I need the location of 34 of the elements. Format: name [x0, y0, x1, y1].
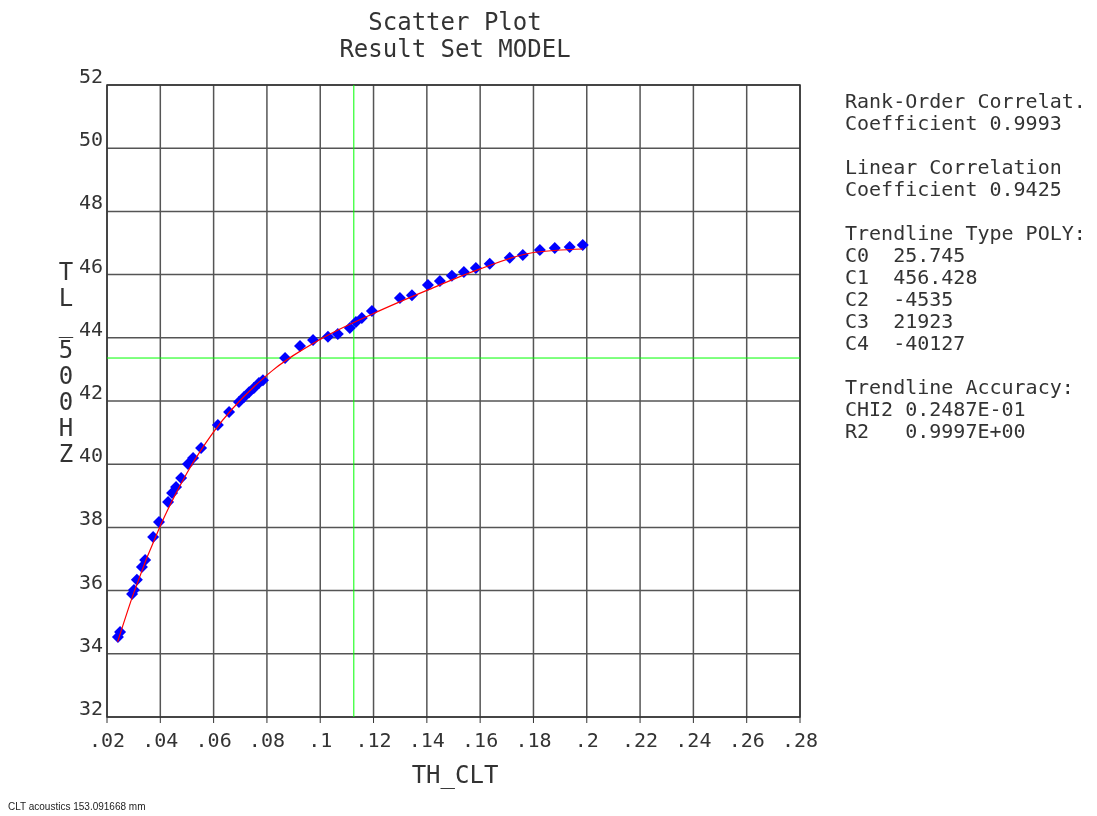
- y-tick-label: 34: [78, 632, 103, 657]
- text: Trendline Type POLY: C0 25.745 C1 456.428 C2 -4535 C3 21923 C4 -40127: [845, 221, 1086, 355]
- x-tick-label: .28: [781, 728, 819, 752]
- y-tick-label: 48: [78, 190, 103, 215]
- y-tick-label: 50: [78, 127, 103, 152]
- chart-title: Scatter Plot: [368, 8, 542, 36]
- x-tick-label: .12: [355, 728, 392, 752]
- x-tick-label: .14: [408, 728, 445, 752]
- y-tick-label: 42: [78, 380, 103, 404]
- y-tick-label: 38: [78, 506, 103, 531]
- text: CLT acoustics 153.091668 mm: [8, 801, 146, 812]
- x-tick-label: .18: [515, 728, 552, 752]
- y-tick-label: 52: [78, 64, 103, 88]
- y-tick-label: 46: [78, 253, 103, 278]
- chart-subtitle: Result Set MODEL: [339, 35, 571, 63]
- x-tick-label: .16: [462, 728, 499, 752]
- y-tick-label: 32: [78, 696, 103, 720]
- x-tick-label: .24: [675, 728, 712, 752]
- y-axis-title: TL_500HZ: [58, 258, 74, 468]
- text: Rank-Order Correlat. Coefficient 0.9993: [845, 89, 1086, 135]
- x-axis-title: TH_CLT: [411, 761, 499, 789]
- x-tick-label: .06: [195, 728, 232, 752]
- y-tick-label: 40: [78, 443, 103, 468]
- x-tick-label: .02: [88, 728, 126, 752]
- text: Trendline Accuracy: CHI2 0.2487E-01 R2 0.9997E+00: [845, 375, 1074, 443]
- x-tick-label: .22: [622, 728, 659, 752]
- x-tick-label: .04: [142, 728, 179, 752]
- text: Linear Correlation Coefficient 0.9425: [845, 155, 1062, 201]
- x-tick-label: .08: [248, 728, 285, 752]
- x-tick-label: .2: [574, 728, 599, 752]
- x-tick-label: .1: [308, 728, 333, 752]
- y-tick-label: 36: [78, 569, 103, 594]
- y-tick-label: 44: [78, 316, 103, 341]
- x-tick-label: .26: [728, 728, 765, 752]
